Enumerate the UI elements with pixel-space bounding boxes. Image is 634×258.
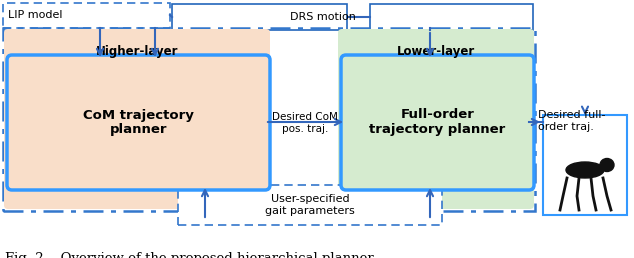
Text: Desired full-
order traj.: Desired full- order traj. [538, 110, 605, 132]
Text: Desired CoM
pos. traj.: Desired CoM pos. traj. [272, 112, 338, 134]
Bar [543, 115, 627, 215]
Bar [178, 185, 442, 225]
Text: Full-order
trajectory planner: Full-order trajectory planner [370, 109, 506, 136]
Text: User-specified
gait parameters: User-specified gait parameters [265, 194, 355, 216]
FancyBboxPatch shape [4, 29, 270, 209]
Text: Fig. 2.   Overview of the proposed hierarchical planner.: Fig. 2. Overview of the proposed hierarc… [5, 252, 377, 258]
Ellipse shape [566, 162, 604, 178]
Text: DRS motion: DRS motion [290, 12, 356, 22]
Text: Higher-layer: Higher-layer [96, 44, 178, 58]
Text: LIP model: LIP model [8, 11, 63, 20]
Text: Lower-layer: Lower-layer [397, 44, 475, 58]
Ellipse shape [600, 158, 614, 172]
FancyBboxPatch shape [7, 55, 270, 190]
Bar [370, 4, 533, 30]
FancyBboxPatch shape [338, 29, 534, 209]
FancyBboxPatch shape [341, 55, 534, 190]
Text: CoM trajectory
planner: CoM trajectory planner [83, 109, 194, 136]
Bar [3, 3, 170, 28]
Bar [3, 28, 535, 211]
Bar [172, 4, 347, 30]
